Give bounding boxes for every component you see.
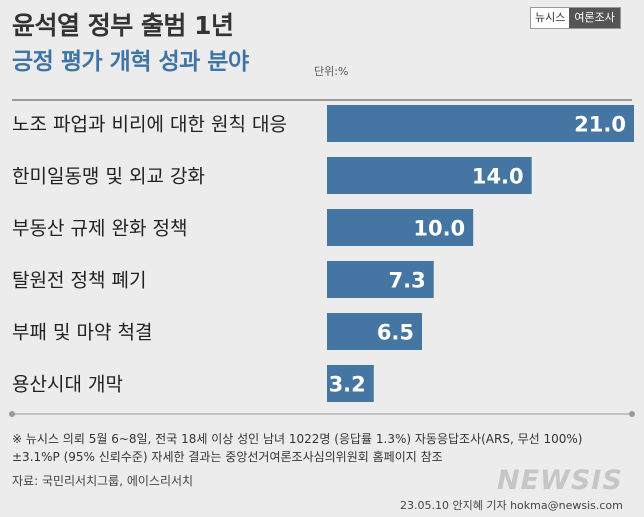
value-label: 7.3 bbox=[389, 269, 426, 293]
bar bbox=[327, 209, 474, 246]
bar-chart: 노조 파업과 비리에 대한 원칙 대응 21.0 한미일동맹 및 외교 강화 14.0… bbox=[9, 99, 635, 417]
unit-label: 단위:% bbox=[314, 65, 349, 78]
brand-badge: 뉴시스 여론조사 bbox=[530, 7, 621, 29]
bar bbox=[327, 365, 374, 402]
credit-text: 23.05.10 안지혜 기자 hokma@newsis.com bbox=[400, 499, 623, 512]
category-label: 용산시대 개막 bbox=[12, 374, 123, 396]
bars-group: 노조 파업과 비리에 대한 원칙 대응 21.0 한미일동맹 및 외교 강화 14.0… bbox=[12, 105, 634, 402]
chart-subtitle: 긍정 평가 개혁 성과 분야 bbox=[12, 49, 249, 75]
value-label: 21.0 bbox=[574, 113, 626, 137]
value-label: 3.2 bbox=[329, 373, 366, 397]
brand-tag: 여론조사 bbox=[569, 8, 620, 28]
source-text: 자료: 국민리서치그룹, 에이스리서치 bbox=[12, 474, 194, 488]
bar bbox=[327, 261, 434, 298]
newsis-watermark: NEWSIS bbox=[497, 465, 623, 496]
survey-notes: ※ 뉴시스 의뢰 5월 6~8일, 전국 18세 이상 성인 남녀 1022명 … bbox=[12, 430, 582, 466]
value-label: 10.0 bbox=[413, 217, 465, 241]
bar bbox=[327, 157, 532, 194]
note-line: ※ 뉴시스 의뢰 5월 6~8일, 전국 18세 이상 성인 남녀 1022명 … bbox=[12, 432, 583, 446]
note-line: ±3.1%P (95% 신뢰수준) 자세한 결과는 중앙선거여론조사심의위원회 … bbox=[12, 450, 443, 464]
category-label: 부패 및 마약 척결 bbox=[12, 322, 152, 344]
page-title: 윤석열 정부 출범 1년 bbox=[12, 11, 234, 40]
bar bbox=[327, 105, 634, 142]
category-label: 부동산 규제 완화 정책 bbox=[12, 218, 187, 240]
value-label: 14.0 bbox=[472, 165, 524, 189]
bar bbox=[327, 313, 423, 350]
brand-name: 뉴시스 bbox=[531, 8, 570, 28]
category-label: 탈원전 정책 폐기 bbox=[12, 270, 146, 292]
category-label: 한미일동맹 및 외교 강화 bbox=[12, 166, 205, 188]
category-label: 노조 파업과 비리에 대한 원칙 대응 bbox=[12, 114, 287, 136]
bottom-divider bbox=[9, 411, 635, 417]
value-label: 6.5 bbox=[377, 321, 414, 345]
